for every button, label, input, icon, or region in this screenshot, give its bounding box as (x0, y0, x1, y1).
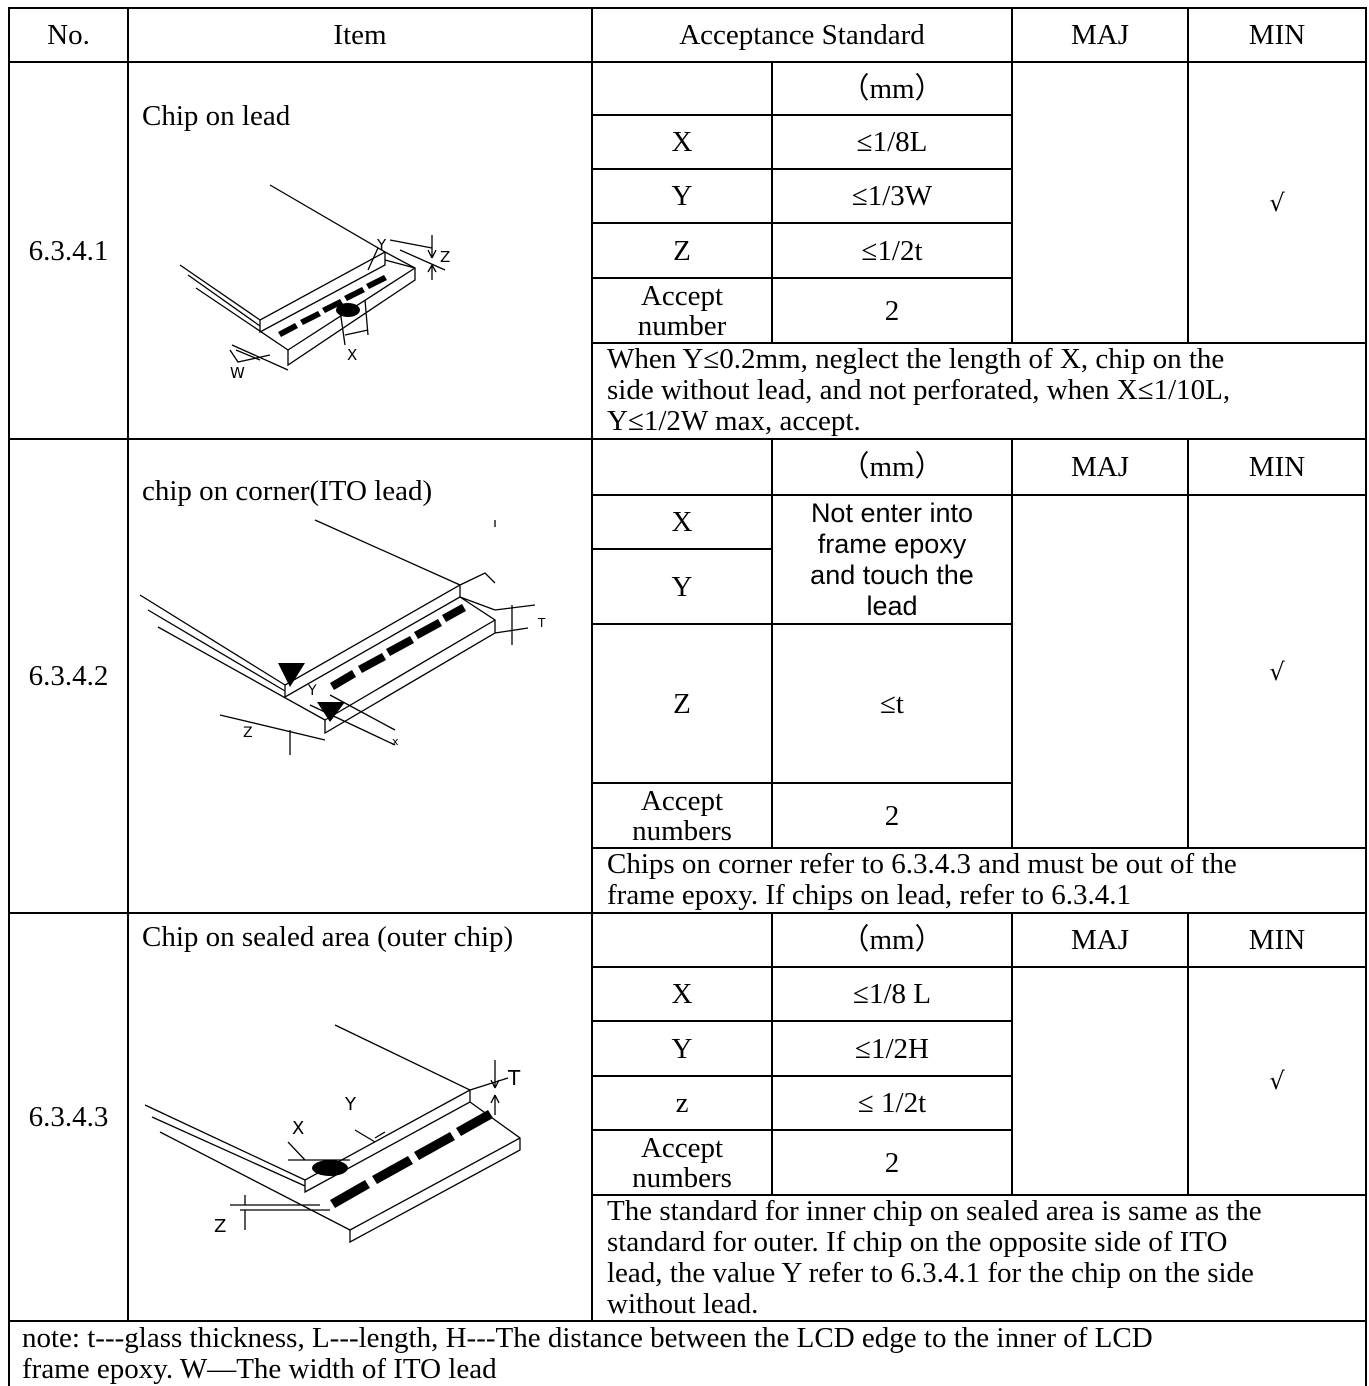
col-divider-label-1 (771, 61, 773, 343)
row-value: ≤t (880, 687, 904, 720)
col-divider-label-3 (771, 912, 773, 1195)
fig-label-w: W (230, 364, 245, 382)
row-value: 2 (884, 1146, 900, 1179)
header-maj: MAJ (1070, 19, 1129, 51)
fig-label-z: Z (214, 1216, 226, 1237)
unit-label: （mm） (840, 924, 944, 956)
section-item: chip on corner(ITO lead) (142, 475, 433, 507)
col-divider-std-2 (1011, 438, 1013, 848)
row-value: ≤1/3W (851, 180, 933, 212)
row-label: Accept numbers (632, 784, 732, 847)
chip-on-corner-diagram: T Y Z x (139, 519, 546, 755)
header-acceptance: Acceptance Standard (679, 19, 925, 51)
row-value: ≤1/2H (855, 1032, 929, 1065)
s3-row-line (591, 1075, 1011, 1077)
s3-row-line (591, 1020, 1011, 1022)
header-divider (8, 61, 1367, 63)
min-check-mark: √ (1269, 188, 1285, 217)
s3-note-line (591, 1194, 1367, 1196)
row-label: Accept numbers (632, 1131, 732, 1194)
chip-on-sealed-area-diagram: T Y X Z (144, 1024, 521, 1244)
row-value: Not enter into frame epoxy and touch the… (810, 497, 974, 621)
row-label: z (675, 1087, 689, 1119)
header-no: No. (47, 19, 90, 51)
s3-row-line (591, 966, 1367, 968)
section-divider (8, 912, 1367, 914)
s1-row-line (591, 114, 1011, 116)
row-value: 2 (884, 294, 900, 327)
s3-row-line (591, 1129, 1011, 1131)
footer-divider (8, 1320, 1367, 1322)
col-divider-no (127, 7, 129, 1321)
fig-label-x: X (292, 1118, 304, 1139)
section-note: The standard for inner chip on sealed ar… (607, 1195, 1262, 1320)
section-divider (8, 438, 1367, 440)
fig-label-t: T (507, 1066, 521, 1090)
row-label: Z (673, 234, 691, 267)
header-maj: MAJ (1070, 451, 1129, 483)
footer-note: note: t---glass thickness, L---length, H… (22, 1322, 1153, 1385)
row-label: X (671, 506, 693, 538)
header-maj: MAJ (1070, 924, 1129, 956)
table-border-right (1365, 7, 1367, 1386)
row-value: 2 (884, 799, 900, 832)
fig-label-t: T (537, 616, 546, 630)
col-divider-maj (1187, 7, 1189, 343)
section-no: 6.3.4.1 (28, 234, 109, 267)
s1-row-line (591, 222, 1011, 224)
fig-label-z: Z (243, 725, 253, 741)
col-divider-maj-2 (1187, 438, 1189, 848)
header-min: MIN (1248, 451, 1306, 483)
row-label: Accept number (637, 279, 727, 342)
s2-row-line (591, 782, 1011, 784)
row-value: ≤1/8L (856, 126, 928, 158)
chip-on-lead-diagram: Y Z X W (179, 184, 450, 382)
s2-row-line (591, 494, 1367, 496)
section-item: Chip on sealed area (outer chip) (142, 921, 514, 953)
header-min: MIN (1248, 924, 1306, 956)
row-label: Y (671, 180, 693, 212)
min-check-mark: √ (1269, 657, 1285, 686)
col-divider-maj-3 (1187, 912, 1189, 1195)
row-label: Y (671, 1032, 693, 1065)
col-divider-label-2 (771, 438, 773, 848)
header-min: MIN (1248, 19, 1306, 51)
s2-row-line (591, 548, 771, 550)
row-value: ≤1/2t (861, 234, 923, 267)
s2-row-line (591, 623, 1011, 625)
s1-note-line (591, 342, 1367, 344)
row-value: ≤ 1/2t (857, 1087, 927, 1119)
fig-label-x: X (347, 346, 357, 364)
fig-label-x: x (392, 735, 399, 748)
section-no: 6.3.4.2 (28, 660, 109, 692)
s1-row-line (591, 168, 1011, 170)
col-divider-item (591, 7, 593, 1321)
unit-label: （mm） (840, 72, 944, 105)
row-label: X (671, 126, 693, 158)
section-no: 6.3.4.3 (28, 1101, 109, 1133)
section-item: Chip on lead (142, 100, 291, 132)
table-border-left (8, 7, 10, 1386)
row-label: Z (673, 687, 691, 720)
fig-label-y: Y (307, 683, 317, 699)
col-divider-std-3 (1011, 912, 1013, 1195)
fig-label-y: Y (344, 1094, 357, 1115)
section-note: Chips on corner refer to 6.3.4.3 and mus… (607, 848, 1237, 911)
fig-label-z: Z (440, 248, 450, 266)
row-label: Y (671, 570, 693, 603)
s2-note-line (591, 847, 1367, 849)
col-divider-std (1011, 7, 1013, 343)
row-value: ≤1/8 L (853, 978, 931, 1010)
table-border-top (8, 7, 1367, 9)
min-check-mark: √ (1269, 1067, 1285, 1095)
s1-row-line (591, 277, 1011, 279)
row-label: X (671, 978, 693, 1010)
unit-label: （mm） (840, 451, 944, 483)
header-item: Item (333, 19, 387, 51)
section-note: When Y≤0.2mm, neglect the length of X, c… (607, 343, 1231, 437)
fig-label-y: Y (376, 236, 387, 254)
